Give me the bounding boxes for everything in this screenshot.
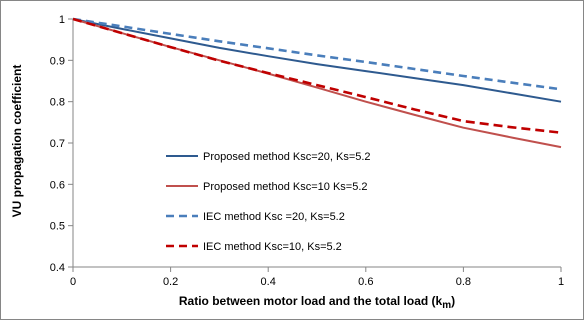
y-tick-label: 0.6 (50, 179, 65, 191)
x-axis-title-suffix: ) (451, 294, 455, 308)
y-tick-label: 0.7 (50, 138, 65, 150)
x-tick-label: 1 (558, 276, 564, 288)
x-tick-label: 0.6 (358, 276, 373, 288)
x-axis-title-main: Ratio between motor load and the total l… (179, 294, 443, 308)
legend-label-1: Proposed method Ksc=20, Ks=5.2 (203, 151, 371, 163)
x-axis-title-subscript: m (442, 300, 451, 311)
legend: Proposed method Ksc=20, Ks=5.2 Proposed m… (166, 151, 371, 253)
x-tick-label: 0.8 (456, 276, 471, 288)
y-tick-label: 1 (59, 14, 65, 26)
x-tick-label: 0 (70, 276, 76, 288)
ticks-layer: 0.4 0.5 0.6 0.7 0.8 0.9 1 0 0.2 0.4 0.6 0.8 1 (50, 14, 564, 288)
x-tick-label: 0.2 (163, 276, 178, 288)
y-axis-title-group: VU propagation coefficient (10, 65, 24, 218)
series-line-1 (72, 18, 562, 103)
x-tick-label: 0.4 (261, 276, 276, 288)
y-tick-label: 0.4 (50, 262, 65, 274)
y-tick-label: 0.9 (50, 55, 65, 67)
legend-label-3: IEC method Ksc =20, Ks=5.2 (203, 211, 345, 223)
series-line-3 (72, 17, 562, 91)
y-tick-label: 0.8 (50, 97, 65, 109)
legend-label-4: IEC method Ksc=10, Ks=5.2 (203, 241, 342, 253)
series-line-4 (72, 17, 562, 134)
legend-label-2: Proposed method Ksc=10 Ks=5.2 (203, 181, 368, 193)
series-layer (72, 17, 562, 149)
y-tick-label: 0.5 (50, 221, 65, 233)
x-axis-title: Ratio between motor load and the total l… (179, 294, 455, 311)
y-axis-title: VU propagation coefficient (10, 65, 24, 218)
